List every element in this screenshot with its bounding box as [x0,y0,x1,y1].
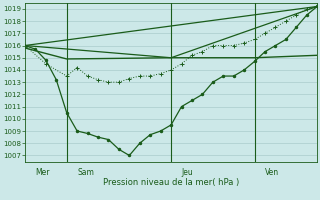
Text: Sam: Sam [77,168,94,177]
Text: Mer: Mer [36,168,50,177]
X-axis label: Pression niveau de la mer( hPa ): Pression niveau de la mer( hPa ) [103,178,239,187]
Text: Jeu: Jeu [181,168,193,177]
Text: Ven: Ven [265,168,279,177]
